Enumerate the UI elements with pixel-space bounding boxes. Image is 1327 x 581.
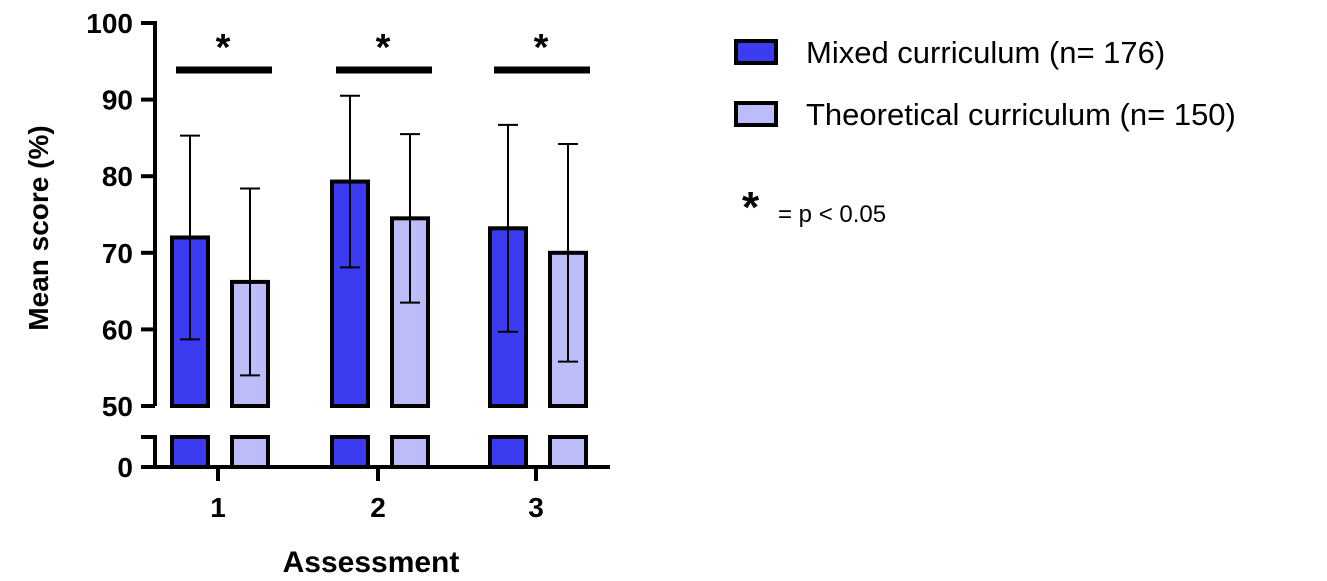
legend-label-1: Mixed curriculum (n= 176) <box>806 35 1165 70</box>
y-tick-label-60: 60 <box>102 314 133 345</box>
significance-star-1: * <box>216 27 231 69</box>
y-tick-label-90: 90 <box>102 85 133 116</box>
bar-1-3-lower <box>488 435 528 469</box>
legend-swatch-2 <box>734 101 778 127</box>
bar-2-3-lower <box>548 435 588 469</box>
significance-star-3: * <box>534 27 549 69</box>
legend: Mixed curriculum (n= 176) Theoretical cur… <box>734 35 1236 232</box>
x-tick-label-1: 1 <box>210 492 226 523</box>
x-tick-label-3: 3 <box>528 492 544 523</box>
y-tick-label-50: 50 <box>102 391 133 422</box>
legend-significance-note: = p < 0.05 <box>778 201 886 228</box>
bar-1-2-lower <box>330 435 370 469</box>
bar-2-2-lower <box>390 435 430 469</box>
bar-2-1-lower <box>230 435 270 469</box>
y-tick-label-100: 100 <box>86 8 133 39</box>
y-tick-label-80: 80 <box>102 161 133 192</box>
axes: 0 50 60 70 80 90 100 1 2 3 <box>86 8 610 523</box>
legend-label-2: Theoretical curriculum (n= 150) <box>806 97 1236 132</box>
x-axis-label: Assessment <box>283 546 460 579</box>
y-axis-label: Mean score (%) <box>23 125 54 330</box>
y-tick-label-70: 70 <box>102 238 133 269</box>
legend-significance-star: * <box>742 183 760 232</box>
x-tick-label-2: 2 <box>370 492 386 523</box>
plot-area: * * * <box>170 27 590 469</box>
bar-1-1-lower <box>170 435 210 469</box>
legend-swatch-1 <box>734 39 778 65</box>
significance-star-2: * <box>376 27 391 69</box>
y-tick-label-0: 0 <box>117 452 133 483</box>
